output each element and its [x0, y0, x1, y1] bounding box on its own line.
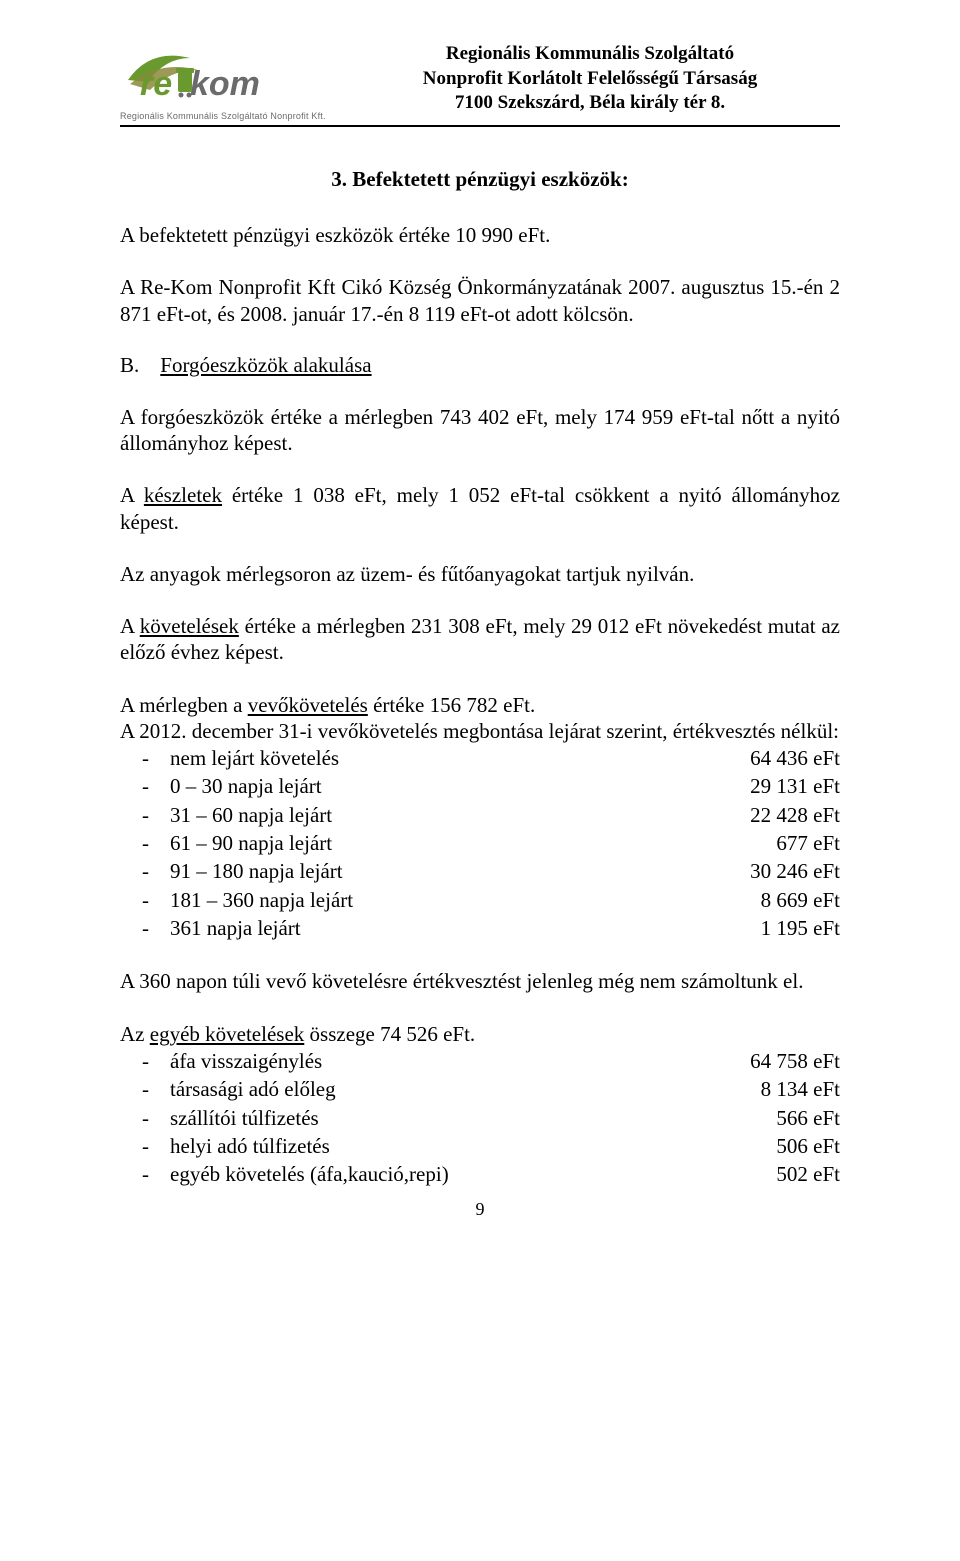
p5-post: értéke 156 782 eFt.: [368, 693, 535, 717]
svg-text:kom: kom: [190, 65, 260, 103]
aging-value: 8 669 eFt: [680, 886, 840, 914]
p5-pre: A mérlegben a: [120, 693, 248, 717]
list-item: -áfa visszaigénylés64 758 eFt: [120, 1047, 840, 1075]
p4-underline: követelések: [140, 614, 239, 638]
aging-list: -nem lejárt követelés64 436 eFt -0 – 30 …: [120, 744, 840, 942]
dash: -: [120, 744, 170, 772]
list-item: -361 napja lejárt1 195 eFt: [120, 914, 840, 942]
section-b-p1: A forgóeszközök értéke a mérlegben 743 4…: [120, 404, 840, 457]
section-b-p2: A készletek értéke 1 038 eFt, mely 1 052…: [120, 482, 840, 535]
aging-label: 61 – 90 napja lejárt: [170, 829, 680, 857]
aging-value: 30 246 eFt: [680, 857, 840, 885]
other-label: társasági adó előleg: [170, 1075, 680, 1103]
p4-pre: A: [120, 614, 140, 638]
dash: -: [120, 801, 170, 829]
page-header: re kom Regionális Kommunális Szolgáltató…: [120, 40, 840, 127]
section-b-heading: B. Forgóeszközök alakulása: [120, 353, 840, 378]
other-label: áfa visszaigénylés: [170, 1047, 680, 1075]
other-value: 64 758 eFt: [680, 1047, 840, 1075]
header-company-text: Regionális Kommunális Szolgáltató Nonpro…: [340, 40, 840, 116]
aging-label: nem lejárt követelés: [170, 744, 680, 772]
section-b-p4: A követelések értéke a mérlegben 231 308…: [120, 613, 840, 666]
list-item: -31 – 60 napja lejárt22 428 eFt: [120, 801, 840, 829]
list-item: -szállítói túlfizetés566 eFt: [120, 1104, 840, 1132]
header-line-3: 7100 Szekszárd, Béla király tér 8.: [340, 91, 840, 116]
list-item: -0 – 30 napja lejárt29 131 eFt: [120, 772, 840, 800]
aging-value: 64 436 eFt: [680, 744, 840, 772]
list-item: -helyi adó túlfizetés506 eFt: [120, 1132, 840, 1160]
header-line-2: Nonprofit Korlátolt Felelősségű Társaság: [340, 67, 840, 92]
aging-label: 181 – 360 napja lejárt: [170, 886, 680, 914]
rekom-logo: re kom: [120, 40, 320, 110]
p8-pre: Az: [120, 1022, 150, 1046]
other-label: egyéb követelés (áfa,kaució,repi): [170, 1160, 680, 1188]
aging-value: 677 eFt: [680, 829, 840, 857]
aging-label: 31 – 60 napja lejárt: [170, 801, 680, 829]
section-b-p7: A 360 napon túli vevő követelésre értékv…: [120, 968, 840, 994]
dash: -: [120, 1104, 170, 1132]
p2-pre: A: [120, 483, 144, 507]
other-value: 506 eFt: [680, 1132, 840, 1160]
dash: -: [120, 829, 170, 857]
p2-post: értéke 1 038 eFt, mely 1 052 eFt-tal csö…: [120, 483, 840, 533]
aging-label: 0 – 30 napja lejárt: [170, 772, 680, 800]
section-b-prefix: B.: [120, 353, 139, 377]
dash: -: [120, 772, 170, 800]
dash: -: [120, 886, 170, 914]
section-b-p5: A mérlegben a vevőkövetelés értéke 156 7…: [120, 692, 840, 718]
logo-subtitle: Regionális Kommunális Szolgáltató Nonpro…: [120, 111, 340, 121]
svg-text:re: re: [140, 65, 172, 103]
p5-underline: vevőkövetelés: [248, 693, 368, 717]
section-b-p6: A 2012. december 31-i vevőkövetelés megb…: [120, 718, 840, 744]
receivables-block: A mérlegben a vevőkövetelés értéke 156 7…: [120, 692, 840, 943]
aging-value: 1 195 eFt: [680, 914, 840, 942]
aging-value: 29 131 eFt: [680, 772, 840, 800]
other-label: szállítói túlfizetés: [170, 1104, 680, 1132]
list-item: -181 – 360 napja lejárt8 669 eFt: [120, 886, 840, 914]
section-b-p8: Az egyéb követelések összege 74 526 eFt.: [120, 1021, 840, 1047]
other-receivables-list: -áfa visszaigénylés64 758 eFt -társasági…: [120, 1047, 840, 1189]
section-3-p1: A befektetett pénzügyi eszközök értéke 1…: [120, 222, 840, 248]
section-3-title: 3. Befektetett pénzügyi eszközök:: [120, 167, 840, 192]
section-b-p3: Az anyagok mérlegsoron az üzem- és fűtőa…: [120, 561, 840, 587]
dash: -: [120, 1047, 170, 1075]
dash: -: [120, 1075, 170, 1103]
document-page: re kom Regionális Kommunális Szolgáltató…: [0, 0, 960, 1250]
list-item: -nem lejárt követelés64 436 eFt: [120, 744, 840, 772]
dash: -: [120, 914, 170, 942]
section-3-p2: A Re-Kom Nonprofit Kft Cikó Község Önkor…: [120, 274, 840, 327]
p8-post: összege 74 526 eFt.: [304, 1022, 475, 1046]
header-line-1: Regionális Kommunális Szolgáltató: [340, 42, 840, 67]
page-number: 9: [120, 1199, 840, 1220]
list-item: -61 – 90 napja lejárt677 eFt: [120, 829, 840, 857]
section-b-title: Forgóeszközök alakulása: [160, 353, 371, 377]
dash: -: [120, 857, 170, 885]
dash: -: [120, 1160, 170, 1188]
list-item: -egyéb követelés (áfa,kaució,repi)502 eF…: [120, 1160, 840, 1188]
p2-underline: készletek: [144, 483, 222, 507]
other-value: 566 eFt: [680, 1104, 840, 1132]
logo-block: re kom Regionális Kommunális Szolgáltató…: [120, 40, 340, 121]
other-value: 8 134 eFt: [680, 1075, 840, 1103]
other-label: helyi adó túlfizetés: [170, 1132, 680, 1160]
aging-label: 361 napja lejárt: [170, 914, 680, 942]
list-item: -91 – 180 napja lejárt30 246 eFt: [120, 857, 840, 885]
p8-underline: egyéb követelések: [150, 1022, 305, 1046]
aging-value: 22 428 eFt: [680, 801, 840, 829]
dash: -: [120, 1132, 170, 1160]
other-value: 502 eFt: [680, 1160, 840, 1188]
list-item: -társasági adó előleg8 134 eFt: [120, 1075, 840, 1103]
aging-label: 91 – 180 napja lejárt: [170, 857, 680, 885]
